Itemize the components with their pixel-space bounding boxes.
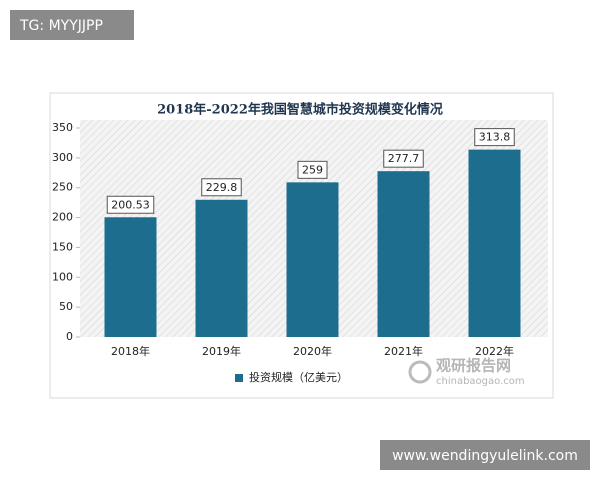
bar bbox=[195, 199, 248, 337]
value-label-box bbox=[297, 160, 328, 179]
value-label: 313.8 bbox=[479, 131, 511, 144]
y-tick-label: 150 bbox=[52, 240, 73, 253]
value-label: 259 bbox=[302, 163, 323, 176]
watermark-url: chinabaogao.com bbox=[436, 376, 525, 387]
y-tick-label: 100 bbox=[52, 270, 73, 283]
chart-title: 2018年-2022年我国智慧城市投资规模变化情况 bbox=[157, 102, 443, 118]
watermark-cn: 观研报告网 bbox=[436, 357, 511, 375]
x-tick-label: 2020年 bbox=[293, 344, 332, 358]
value-label: 200.53 bbox=[111, 198, 150, 211]
x-tick-label: 2022年 bbox=[475, 344, 514, 358]
watermark: 观研报告网 chinabaogao.com bbox=[408, 357, 525, 387]
value-label-box bbox=[474, 128, 515, 147]
bar bbox=[286, 182, 339, 337]
bar bbox=[104, 217, 157, 337]
y-tick-label: 300 bbox=[52, 151, 73, 164]
site-box bbox=[380, 440, 590, 470]
x-tick-label: 2018年 bbox=[111, 344, 150, 358]
legend-swatch bbox=[235, 374, 243, 382]
y-tick-label: 0 bbox=[66, 330, 73, 343]
y-tick-label: 350 bbox=[52, 121, 73, 134]
value-label-box bbox=[106, 195, 155, 214]
x-tick-label: 2021年 bbox=[384, 344, 423, 358]
value-label: 277.7 bbox=[388, 152, 420, 165]
y-tick-label: 250 bbox=[52, 181, 73, 194]
tag-text: TG: MYYJJPP bbox=[19, 18, 103, 34]
site-text: www.wendingyulelink.com bbox=[392, 448, 578, 464]
legend-label: 投资规模（亿美元） bbox=[249, 370, 348, 384]
value-label-box bbox=[201, 178, 242, 197]
value-label-box bbox=[383, 149, 424, 168]
watermark-logo bbox=[408, 360, 432, 384]
value-label: 229.8 bbox=[206, 181, 238, 194]
bar bbox=[468, 149, 521, 337]
x-tick-label: 2019年 bbox=[202, 344, 241, 358]
y-tick-label: 200 bbox=[52, 211, 73, 224]
y-tick-label: 50 bbox=[59, 300, 73, 313]
tag-box bbox=[10, 10, 134, 40]
bar bbox=[377, 171, 430, 337]
